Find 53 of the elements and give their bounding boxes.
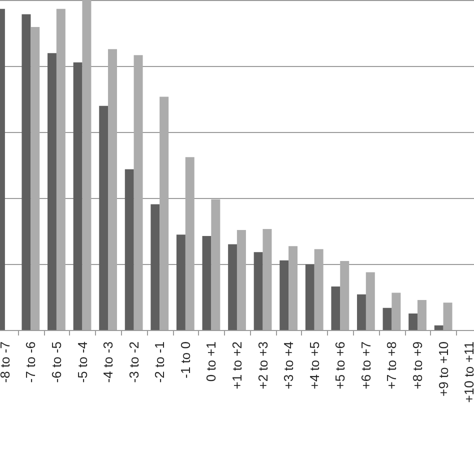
x-tick-label: +9 to +10 (436, 342, 451, 396)
bar (262, 229, 272, 330)
x-tick-label: +8 to +9 (410, 342, 426, 390)
bar (108, 49, 117, 330)
bar (314, 249, 324, 330)
x-tick-label: +1 to +2 (230, 342, 244, 390)
bar (82, 0, 92, 330)
bar (134, 55, 143, 330)
bar (185, 157, 194, 330)
bar (340, 261, 350, 330)
bar (124, 169, 134, 330)
x-tick-label: +10 to +11 (462, 342, 474, 403)
x-tick-label: -4 to -3 (100, 342, 116, 383)
bar (48, 53, 57, 330)
x-tick-label: +3 to +4 (281, 342, 296, 390)
bar (382, 308, 392, 330)
bar (366, 272, 375, 330)
x-tick-label: +7 to +8 (384, 342, 400, 390)
bar (73, 62, 82, 330)
bar (305, 264, 314, 330)
bar (150, 204, 160, 330)
bar (417, 300, 426, 330)
x-tick-label: +4 to +5 (306, 342, 322, 390)
x-tick-label: -5 to -4 (74, 342, 90, 383)
x-tick-label: -2 to -1 (152, 342, 168, 383)
bar (211, 199, 220, 330)
bar (202, 236, 212, 330)
x-tick-label: +6 to +7 (358, 342, 374, 390)
x-tick-label: -3 to -2 (126, 342, 142, 383)
bar (56, 8, 66, 330)
x-tick-label: +2 to +3 (255, 342, 270, 390)
x-tick-label: -8 to -7 (0, 342, 12, 383)
bar (30, 27, 40, 330)
bar (408, 314, 418, 330)
x-tick-label: -7 to -6 (23, 342, 38, 383)
x-tick-label: -1 to 0 (178, 342, 193, 378)
bar (392, 292, 401, 330)
x-tick-label: +5 to +6 (332, 342, 348, 390)
bar (443, 302, 452, 330)
x-tick-label: 0 to +1 (204, 342, 219, 382)
bar (160, 96, 169, 330)
bar (331, 286, 340, 330)
bar (288, 246, 298, 330)
x-tick-label: -6 to -5 (48, 342, 64, 383)
bar (22, 14, 31, 330)
bar (357, 294, 366, 330)
bar (280, 260, 289, 330)
bar (176, 234, 186, 330)
bar (99, 106, 108, 330)
bar (254, 252, 263, 330)
bar (236, 230, 246, 330)
bar (228, 244, 238, 330)
bar (434, 325, 444, 330)
